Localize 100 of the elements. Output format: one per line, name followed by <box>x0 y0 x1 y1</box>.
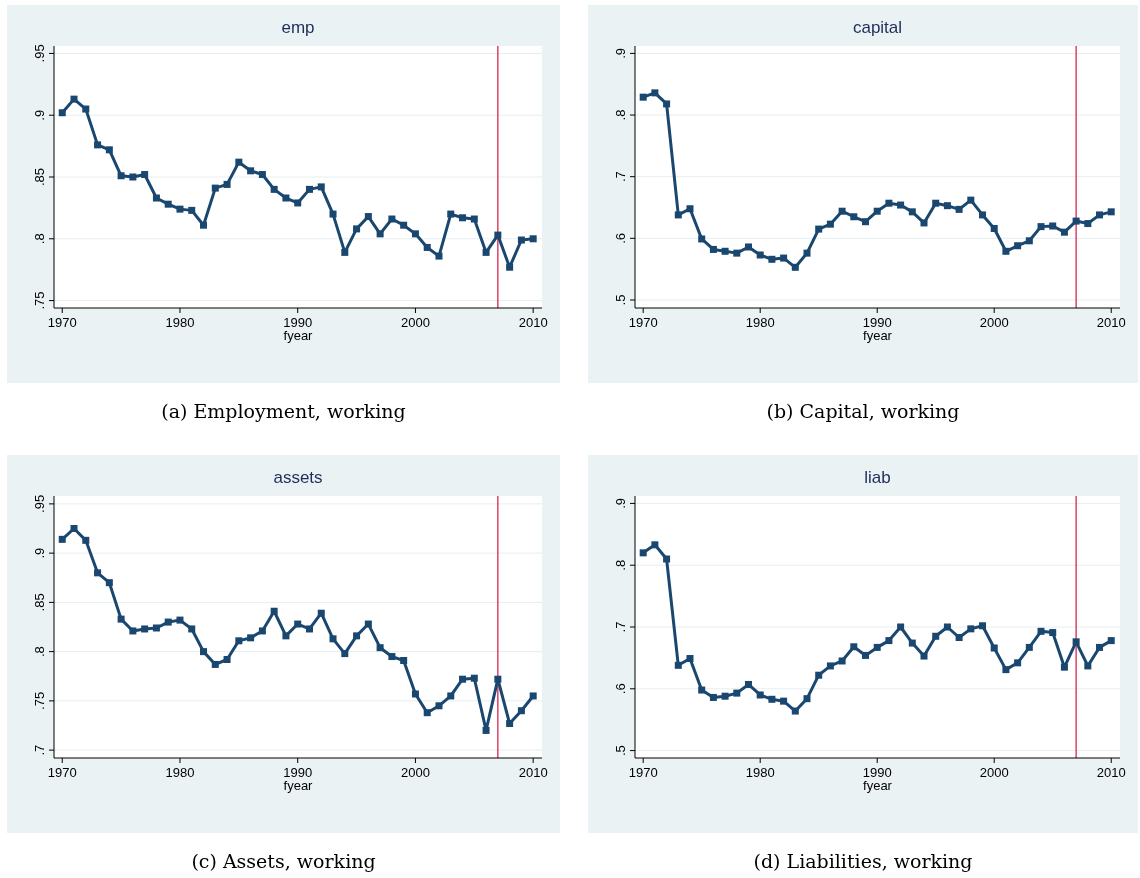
point <box>58 535 66 543</box>
y-tick-label: .5 <box>613 745 628 757</box>
point <box>176 205 184 213</box>
y-tick-label: .75 <box>32 291 47 310</box>
x-tick-label: 2010 <box>518 765 548 780</box>
point <box>803 249 811 257</box>
point <box>990 224 998 232</box>
y-tick-label: .95 <box>32 44 47 63</box>
point <box>979 211 987 219</box>
point <box>1025 237 1033 245</box>
point <box>943 202 951 210</box>
x-tick-label: 2000 <box>979 315 1009 330</box>
point <box>908 208 916 216</box>
point <box>388 215 396 223</box>
x-tick-label: 1970 <box>47 315 77 330</box>
point <box>1096 211 1104 219</box>
point <box>955 634 963 642</box>
point <box>282 632 290 640</box>
point <box>979 622 987 630</box>
point <box>341 248 349 256</box>
point <box>329 210 337 218</box>
point <box>897 201 905 209</box>
point <box>803 695 811 703</box>
point <box>70 525 78 532</box>
point <box>364 620 372 628</box>
point <box>1037 627 1045 635</box>
point <box>1107 637 1115 645</box>
point <box>815 671 823 679</box>
point <box>639 93 647 101</box>
point <box>435 252 443 260</box>
x-tick-label: 1980 <box>165 315 195 330</box>
point <box>920 219 928 227</box>
point <box>943 623 951 631</box>
point <box>94 569 102 577</box>
point <box>920 652 928 660</box>
y-tick-label: .6 <box>613 232 628 244</box>
point <box>200 221 208 229</box>
point <box>733 689 741 697</box>
x-tick-label: 1980 <box>745 765 775 780</box>
point <box>164 200 172 208</box>
chart-title: emp <box>281 18 315 37</box>
point <box>447 692 455 700</box>
point <box>850 643 858 651</box>
point <box>223 656 231 663</box>
point <box>329 635 337 643</box>
point <box>235 637 243 645</box>
point <box>709 693 717 701</box>
point <box>529 692 537 700</box>
point <box>791 263 799 271</box>
x-tick-label: 1990 <box>862 765 892 780</box>
x-tick-label: 1980 <box>165 765 195 780</box>
point <box>1014 242 1022 250</box>
point <box>152 624 160 632</box>
point <box>423 709 431 717</box>
point <box>364 213 372 221</box>
x-tick-label: 2010 <box>518 315 548 330</box>
point <box>411 690 419 698</box>
point <box>756 251 764 259</box>
point <box>838 207 846 215</box>
point <box>529 235 537 243</box>
point <box>482 248 490 256</box>
text: (c) Assets, working <box>191 850 376 872</box>
point <box>141 625 149 633</box>
point <box>400 221 408 229</box>
point <box>341 650 349 658</box>
chart-title: liab <box>864 468 891 487</box>
point <box>70 95 78 103</box>
point <box>294 199 302 207</box>
point <box>745 680 752 688</box>
point <box>651 89 659 97</box>
point <box>709 245 717 253</box>
x-tick-label: 2000 <box>400 765 430 780</box>
y-tick-label: .7 <box>32 744 47 756</box>
point <box>305 185 313 193</box>
x-tick-label: 2010 <box>1096 315 1126 330</box>
point <box>317 183 325 191</box>
point <box>470 215 478 223</box>
point <box>1002 666 1010 674</box>
y-tick-label: .7 <box>613 621 628 633</box>
point <box>270 607 278 615</box>
point <box>494 231 502 239</box>
y-tick-label: .8 <box>32 646 47 658</box>
point <box>1107 208 1115 216</box>
point <box>470 674 478 682</box>
point <box>282 194 290 202</box>
y-tick-label: .8 <box>613 559 628 571</box>
point <box>780 254 788 262</box>
point <box>815 225 823 233</box>
point <box>663 555 671 563</box>
point <box>651 541 659 549</box>
y-tick-label: .8 <box>32 233 47 245</box>
point <box>258 627 266 635</box>
y-tick-label: .8 <box>613 109 628 121</box>
x-tick-label: 1990 <box>283 315 313 330</box>
point <box>967 196 975 204</box>
point <box>247 167 255 175</box>
point <box>129 173 137 181</box>
point <box>247 634 255 642</box>
point <box>826 220 834 228</box>
text: (a) Employment, working <box>161 400 406 422</box>
